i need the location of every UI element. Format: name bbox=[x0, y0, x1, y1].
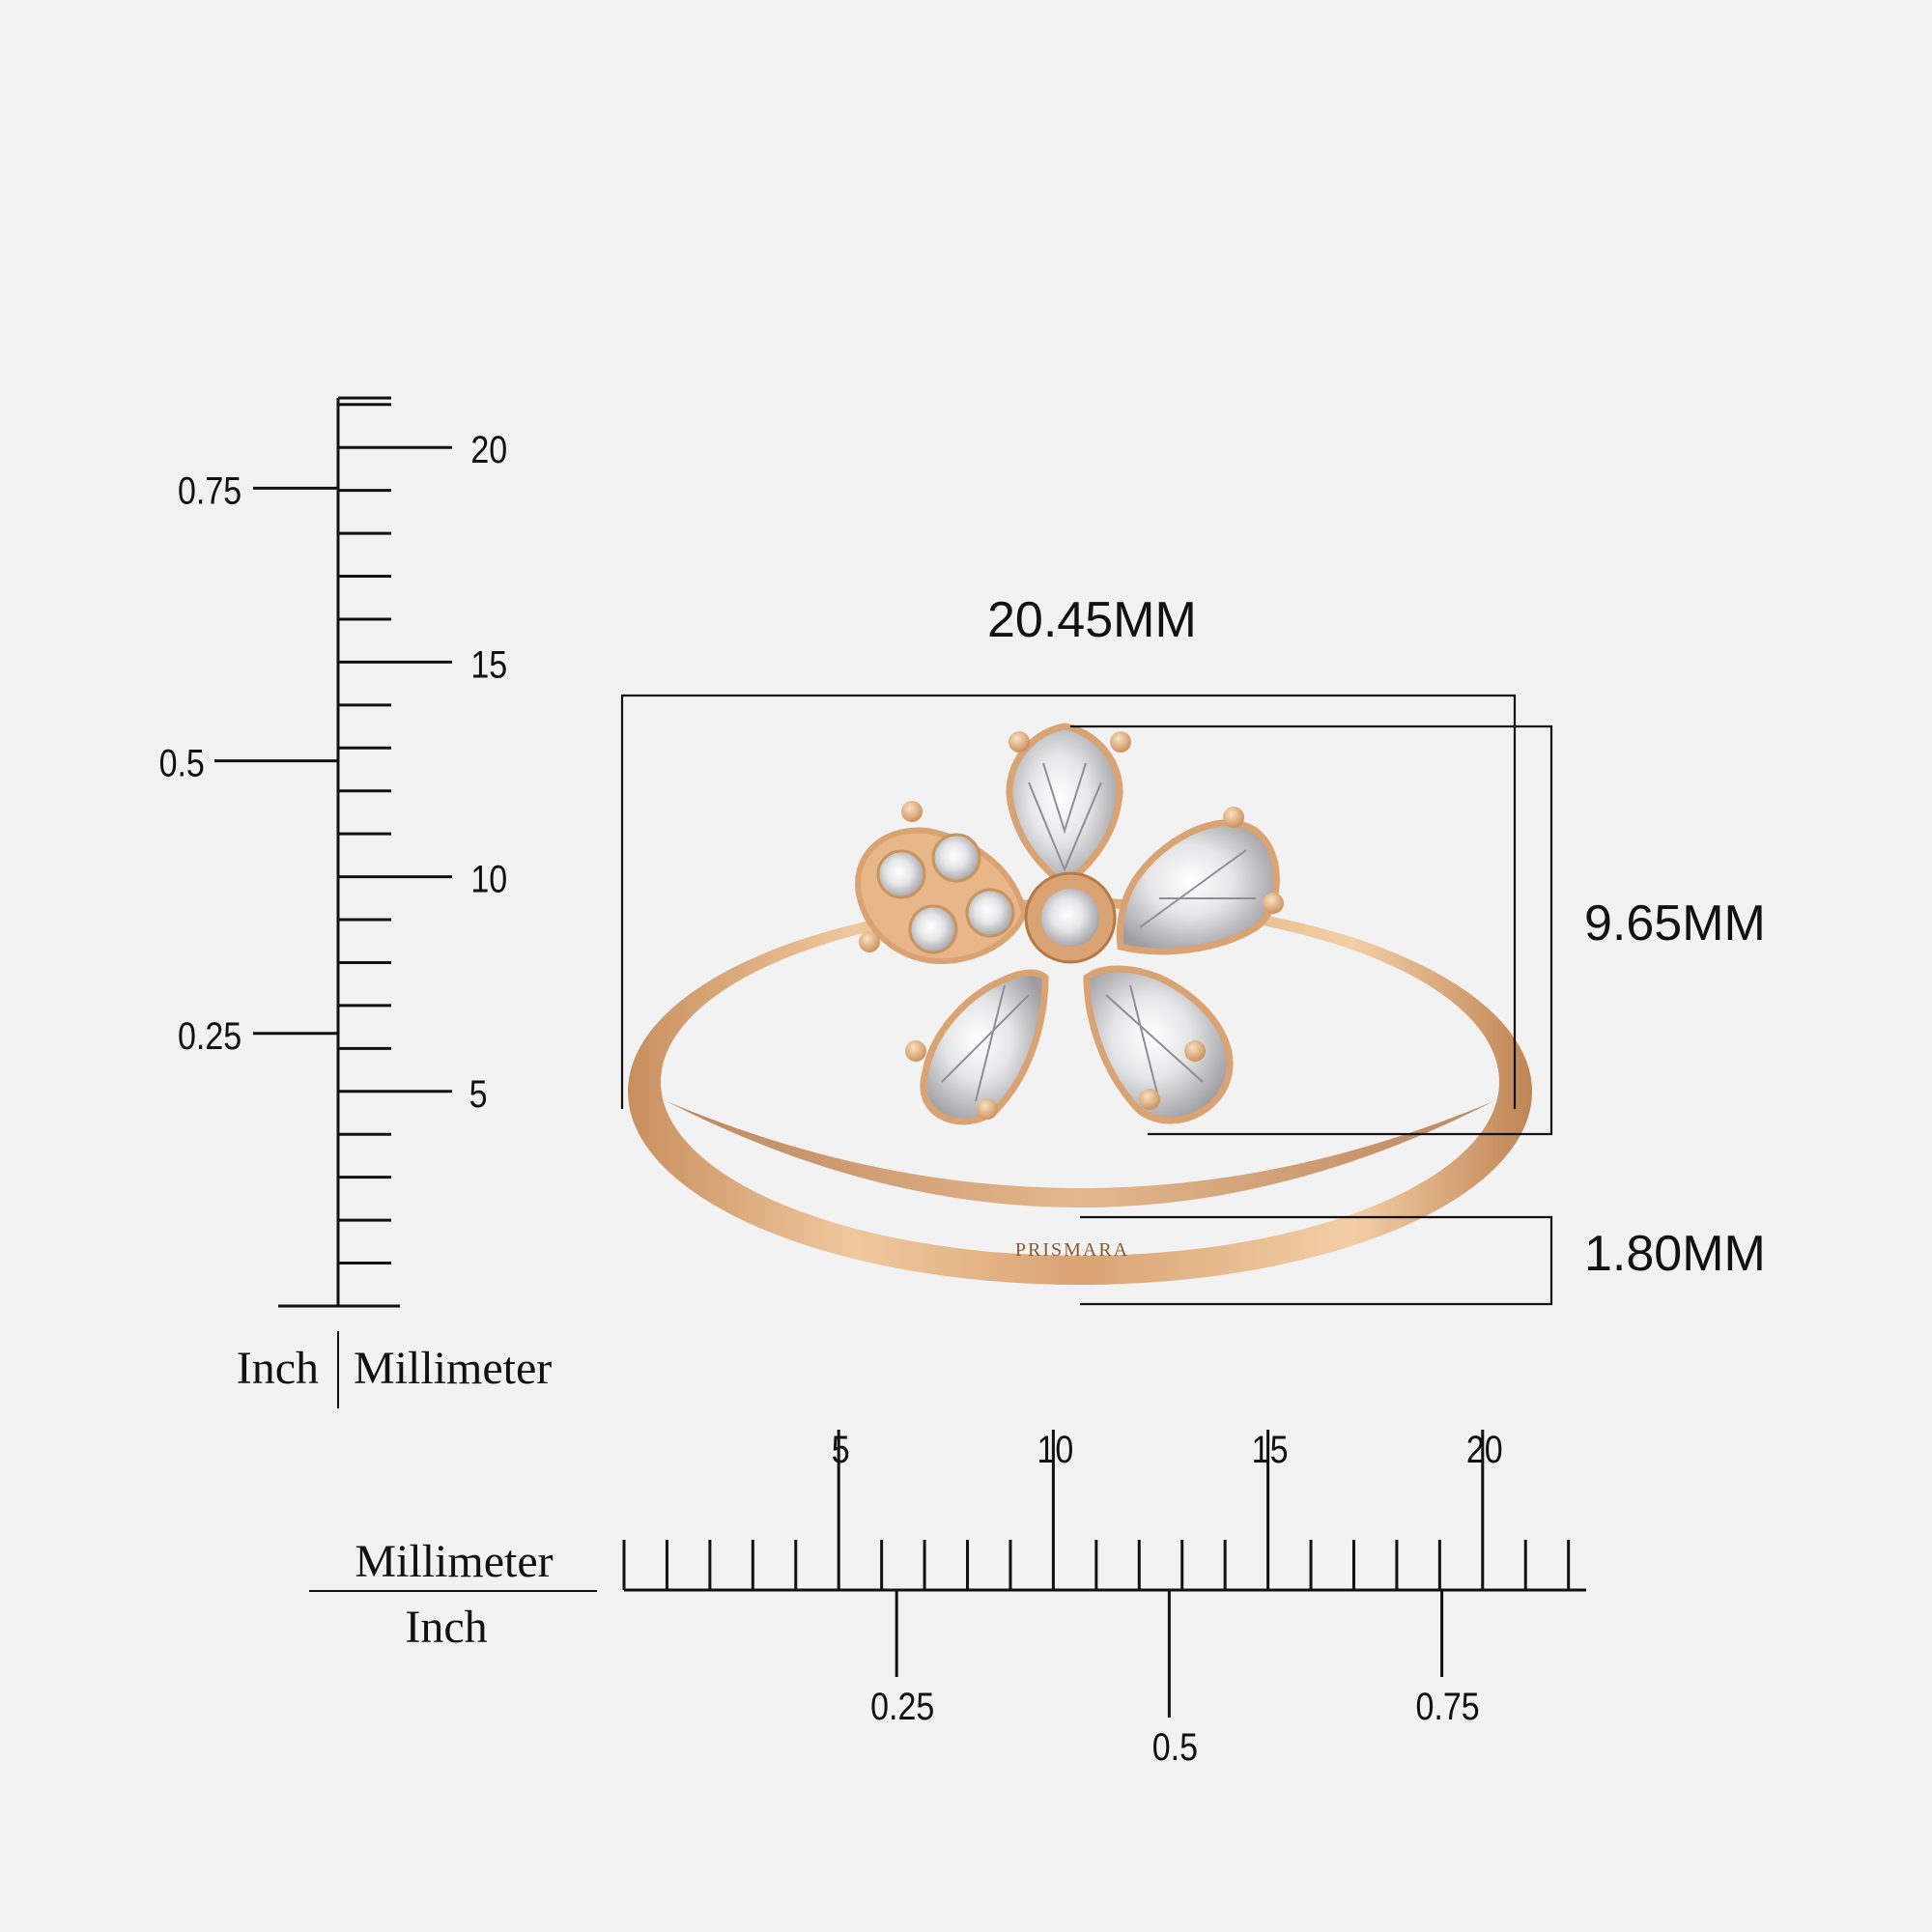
vertical-mm-ticks bbox=[338, 403, 452, 1265]
vertical-inch-labels: 0.25 0.5 0.75 bbox=[159, 469, 242, 1058]
vertical-unit-inch: Inch bbox=[237, 1343, 319, 1394]
horizontal-ruler bbox=[622, 1430, 1586, 1718]
v-mm-label: 10 bbox=[470, 857, 507, 900]
horizontal-unit-millimeter: Millimeter bbox=[355, 1536, 553, 1587]
vertical-mm-labels: 5 10 15 20 bbox=[469, 428, 507, 1116]
v-mm-label: 20 bbox=[470, 428, 507, 471]
v-mm-label: 5 bbox=[469, 1071, 488, 1115]
prongs bbox=[859, 731, 1284, 1120]
h-mm-label: 15 bbox=[1252, 1427, 1289, 1470]
height-dimension-label: 9.65MM bbox=[1584, 895, 1766, 952]
flower-setting bbox=[855, 723, 1284, 1125]
ring-brand-engraving: PRISMARA bbox=[1015, 1239, 1129, 1261]
band-bracket bbox=[1080, 1215, 1553, 1306]
band-width-dimension-label: 1.80MM bbox=[1584, 1226, 1766, 1282]
horizontal-mm-ticks bbox=[622, 1430, 1571, 1590]
vertical-ruler bbox=[214, 396, 452, 1308]
ring-band: PRISMARA bbox=[628, 898, 1532, 1285]
petal-left-cluster bbox=[855, 827, 1028, 965]
h-mm-label: 20 bbox=[1466, 1427, 1503, 1470]
h-inch-label: 0.5 bbox=[1152, 1724, 1198, 1768]
h-inch-label: 0.25 bbox=[870, 1684, 934, 1727]
width-dimension-label: 20.45MM bbox=[987, 592, 1197, 648]
vertical-unit-millimeter: Millimeter bbox=[354, 1343, 552, 1394]
width-bracket bbox=[620, 694, 1517, 1109]
petal-top bbox=[1006, 723, 1123, 893]
petal-lower-right bbox=[1083, 965, 1234, 1124]
horizontal-mm-labels: 5 10 15 20 bbox=[832, 1427, 1503, 1470]
dimension-brackets bbox=[620, 694, 1553, 1306]
horizontal-inch-ticks bbox=[895, 1590, 1444, 1718]
petal-right bbox=[1116, 819, 1280, 955]
h-inch-label: 0.75 bbox=[1416, 1684, 1480, 1727]
vertical-inch-ticks bbox=[214, 486, 338, 1036]
v-mm-label: 15 bbox=[470, 642, 507, 686]
h-mm-label: 10 bbox=[1037, 1427, 1073, 1470]
v-inch-label: 0.25 bbox=[178, 1013, 242, 1057]
petal-lower-left bbox=[920, 969, 1049, 1125]
v-inch-label: 0.5 bbox=[159, 741, 205, 784]
v-inch-label: 0.75 bbox=[178, 469, 242, 512]
horizontal-inch-labels: 0.25 0.5 0.75 bbox=[870, 1684, 1480, 1768]
height-bracket bbox=[1070, 724, 1553, 1136]
horizontal-unit-inch: Inch bbox=[405, 1602, 487, 1653]
h-mm-label: 5 bbox=[832, 1427, 850, 1470]
center-bezel bbox=[1024, 871, 1117, 964]
